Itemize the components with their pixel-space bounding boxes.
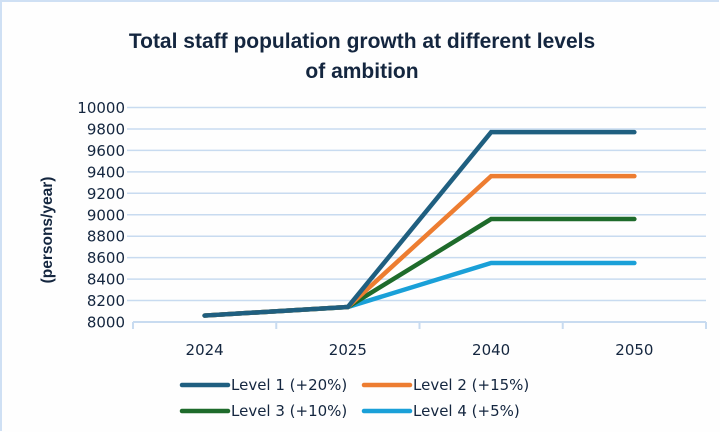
legend-item-level-2: Level 2 (+15%) <box>361 376 529 394</box>
x-axis <box>132 321 707 329</box>
y-tick-label: 9600 <box>87 142 125 160</box>
y-tick-label: 8400 <box>87 271 125 289</box>
y-tick-label: 9200 <box>87 185 125 203</box>
y-tick-label: 8600 <box>87 249 125 267</box>
x-axis-tick-labels: 2024 2025 2040 2050 <box>186 341 654 359</box>
x-tick-label: 2024 <box>186 341 224 359</box>
legend-label: Level 1 (+20%) <box>231 376 347 394</box>
x-tick-label: 2040 <box>472 341 510 359</box>
y-tick-label: 8800 <box>87 228 125 246</box>
legend: Level 1 (+20%) Level 2 (+15%) Level 3 (+10… <box>179 376 529 420</box>
legend-label: Level 2 (+15%) <box>413 376 529 394</box>
legend-item-level-4: Level 4 (+5%) <box>361 402 520 420</box>
y-tick-label: 8000 <box>87 314 125 332</box>
y-tick-label: 9400 <box>87 163 125 181</box>
series-line-level-2 <box>202 173 637 318</box>
x-tick-label: 2050 <box>615 341 653 359</box>
series-line-level-1 <box>202 129 637 318</box>
legend-label: Level 4 (+5%) <box>413 402 520 420</box>
legend-item-level-3: Level 3 (+10%) <box>179 402 347 420</box>
series-lines <box>202 129 637 318</box>
gridlines <box>127 106 706 302</box>
y-tick-label: 9800 <box>87 120 125 138</box>
legend-label: Level 3 (+10%) <box>231 402 347 420</box>
y-tick-label: 9000 <box>87 206 125 224</box>
y-axis-label: (persons/year) <box>39 177 56 284</box>
chart-title-line-1: Total staff population growth at differe… <box>128 30 596 53</box>
y-tick-label: 8200 <box>87 292 125 310</box>
series-line-level-4 <box>202 260 637 318</box>
chart-title: Total staff population growth at differe… <box>0 27 720 87</box>
y-tick-label: 10000 <box>77 99 125 117</box>
chart-title-line-2: of ambition <box>305 60 419 83</box>
y-axis-tick-labels: 8000 8200 8400 8600 8800 9000 9200 9400 9600 9800… <box>77 99 125 332</box>
legend-item-level-1: Level 1 (+20%) <box>179 376 347 394</box>
x-tick-label: 2025 <box>329 341 367 359</box>
